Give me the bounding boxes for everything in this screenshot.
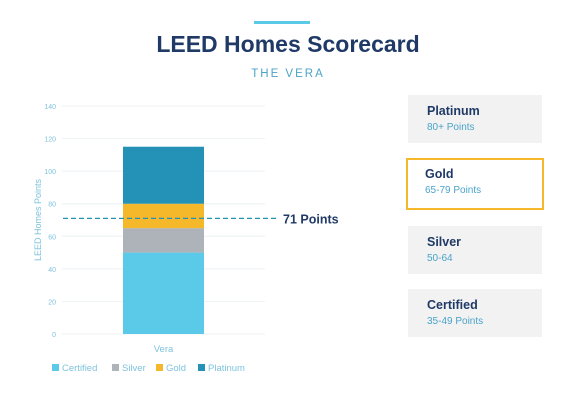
tier-range: 80+ Points — [427, 122, 475, 133]
legend-swatch-silver — [112, 364, 119, 371]
legend-label-silver: Silver — [122, 363, 146, 374]
tier-range: 65-79 Points — [425, 185, 482, 196]
bar-segment-certified — [123, 252, 204, 334]
bar-segment-silver — [123, 228, 204, 253]
page-title: LEED Homes Scorecard — [156, 31, 420, 57]
legend-label-gold: Gold — [166, 363, 186, 374]
y-axis-label: LEED Homes Points — [33, 178, 43, 261]
tier-card-silver: Silver 50-64 — [408, 226, 542, 274]
legend-label-certified: Certified — [62, 363, 97, 374]
y-tick-label: 60 — [48, 234, 56, 241]
y-tick-label: 120 — [44, 137, 56, 144]
page-subtitle: THE VERA — [251, 68, 325, 80]
bar-segment-platinum — [123, 146, 204, 204]
y-tick-label: 0 — [52, 332, 56, 339]
y-tick-label: 100 — [44, 169, 56, 176]
tier-name: Certified — [427, 298, 478, 312]
title-accent-rule — [254, 21, 310, 24]
legend-label-platinum: Platinum — [208, 363, 245, 374]
tier-range: 50-64 — [427, 253, 453, 264]
reference-line-label: 71 Points — [283, 212, 339, 226]
tier-name: Silver — [427, 235, 462, 249]
y-tick-label: 40 — [48, 267, 56, 274]
y-tick-label: 20 — [48, 299, 56, 306]
tier-range: 35-49 Points — [427, 316, 484, 327]
y-tick-label: 140 — [44, 104, 56, 111]
tier-name: Gold — [425, 167, 454, 181]
tier-name: Platinum — [427, 104, 480, 118]
legend-swatch-platinum — [198, 364, 205, 371]
legend-swatch-certified — [52, 364, 59, 371]
bar-segment-gold — [123, 203, 204, 229]
x-tick-label: Vera — [154, 344, 174, 355]
legend-swatch-gold — [156, 364, 163, 371]
tier-card-certified: Certified 35-49 Points — [408, 289, 542, 337]
tier-card-gold: Gold 65-79 Points — [406, 158, 544, 210]
y-tick-label: 80 — [48, 202, 56, 209]
tier-card-platinum: Platinum 80+ Points — [408, 95, 542, 143]
